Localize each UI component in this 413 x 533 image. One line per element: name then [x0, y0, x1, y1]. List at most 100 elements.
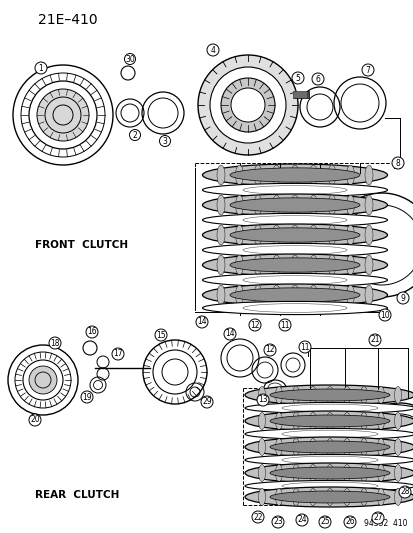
Ellipse shape [272, 285, 280, 305]
Ellipse shape [235, 195, 243, 215]
Ellipse shape [244, 429, 413, 440]
Ellipse shape [292, 439, 299, 456]
Ellipse shape [230, 228, 359, 242]
Ellipse shape [254, 255, 261, 275]
Text: 11: 11 [299, 343, 309, 351]
Ellipse shape [281, 456, 377, 464]
Ellipse shape [343, 439, 350, 456]
Ellipse shape [258, 386, 265, 403]
Ellipse shape [235, 255, 243, 275]
Circle shape [248, 319, 260, 331]
Text: REAR  CLUTCH: REAR CLUTCH [35, 490, 119, 500]
Ellipse shape [230, 168, 359, 182]
Ellipse shape [244, 487, 413, 507]
Ellipse shape [244, 402, 413, 414]
Ellipse shape [230, 288, 359, 302]
Circle shape [368, 334, 380, 346]
Circle shape [311, 73, 323, 85]
Ellipse shape [309, 489, 316, 505]
Ellipse shape [364, 255, 372, 275]
Text: 13: 13 [258, 395, 267, 405]
Text: 22: 22 [253, 513, 262, 521]
Ellipse shape [202, 244, 387, 256]
Ellipse shape [292, 464, 299, 481]
Ellipse shape [394, 464, 401, 481]
Text: 14: 14 [225, 329, 234, 338]
Circle shape [396, 292, 408, 304]
Ellipse shape [202, 224, 387, 246]
Text: 8: 8 [395, 158, 399, 167]
Circle shape [112, 348, 124, 360]
Ellipse shape [269, 415, 389, 427]
Ellipse shape [394, 489, 401, 505]
Ellipse shape [242, 185, 346, 195]
Circle shape [201, 396, 212, 408]
Ellipse shape [275, 464, 282, 481]
Ellipse shape [230, 198, 359, 212]
Text: 15: 15 [156, 330, 166, 340]
Ellipse shape [269, 491, 389, 503]
Ellipse shape [242, 246, 346, 254]
Ellipse shape [216, 285, 224, 305]
Text: 26: 26 [344, 518, 354, 527]
Ellipse shape [309, 464, 316, 481]
Text: 12: 12 [249, 320, 259, 329]
Circle shape [252, 511, 263, 523]
Circle shape [256, 394, 268, 406]
Ellipse shape [242, 304, 346, 312]
Circle shape [159, 135, 170, 147]
Ellipse shape [327, 285, 335, 305]
Ellipse shape [326, 413, 333, 430]
Ellipse shape [364, 195, 372, 215]
Ellipse shape [292, 386, 299, 403]
Circle shape [371, 512, 383, 524]
Text: 2: 2 [132, 131, 137, 140]
Ellipse shape [343, 413, 350, 430]
Text: 5: 5 [295, 74, 300, 83]
Ellipse shape [235, 225, 243, 245]
Circle shape [318, 516, 330, 528]
Ellipse shape [244, 385, 413, 405]
Ellipse shape [202, 254, 387, 276]
Circle shape [37, 89, 89, 141]
Ellipse shape [202, 301, 387, 314]
Circle shape [221, 78, 274, 132]
Text: 6: 6 [315, 75, 320, 84]
Text: 29: 29 [202, 398, 211, 407]
Circle shape [195, 316, 207, 328]
Ellipse shape [346, 285, 354, 305]
Circle shape [129, 130, 140, 141]
Ellipse shape [269, 389, 389, 401]
Text: 24: 24 [297, 515, 306, 524]
Ellipse shape [258, 413, 265, 430]
Ellipse shape [272, 225, 280, 245]
Text: 3: 3 [162, 136, 167, 146]
Circle shape [391, 157, 403, 169]
Ellipse shape [254, 195, 261, 215]
Ellipse shape [327, 195, 335, 215]
Text: 14: 14 [197, 318, 206, 327]
Circle shape [298, 341, 310, 353]
Ellipse shape [377, 386, 384, 403]
Ellipse shape [275, 439, 282, 456]
Ellipse shape [216, 165, 224, 185]
Ellipse shape [216, 225, 224, 245]
Circle shape [29, 366, 57, 394]
Ellipse shape [272, 195, 280, 215]
Ellipse shape [290, 255, 298, 275]
Ellipse shape [202, 164, 387, 186]
Text: 1: 1 [38, 63, 43, 72]
Ellipse shape [202, 284, 387, 306]
Ellipse shape [346, 195, 354, 215]
Circle shape [197, 55, 297, 155]
Ellipse shape [309, 439, 316, 456]
Ellipse shape [202, 183, 387, 197]
Circle shape [81, 391, 93, 403]
Ellipse shape [235, 285, 243, 305]
Ellipse shape [364, 165, 372, 185]
Ellipse shape [343, 464, 350, 481]
Ellipse shape [275, 413, 282, 430]
Ellipse shape [230, 258, 359, 272]
Circle shape [378, 309, 390, 321]
Ellipse shape [360, 413, 367, 430]
